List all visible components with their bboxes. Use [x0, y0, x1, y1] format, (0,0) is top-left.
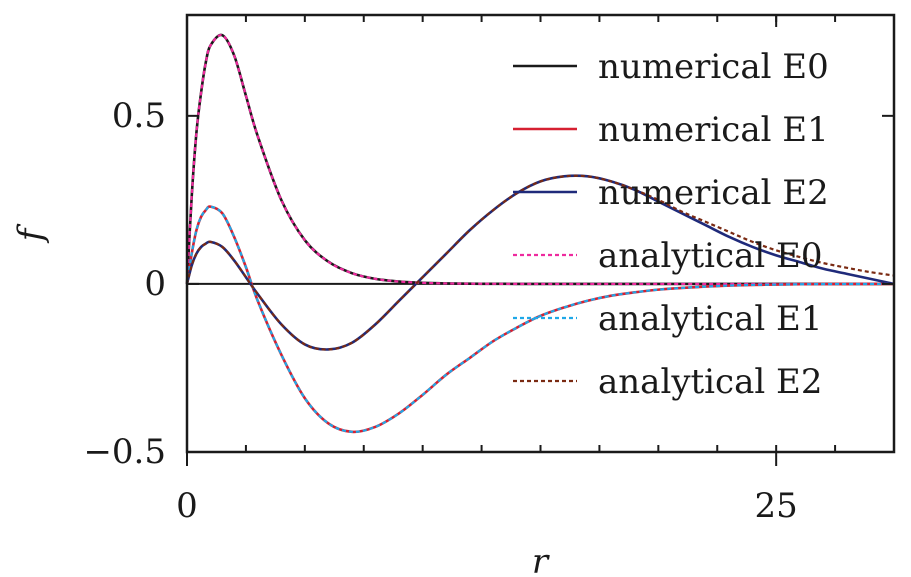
legend-label-numerical-e2: numerical E2 — [598, 173, 829, 213]
ticks-layer: 0 25−0.500.5 — [83, 15, 894, 526]
legend-label-analytical-e0: analytical E0 — [598, 236, 823, 276]
series-line-analytical-e2 — [185, 174, 895, 351]
y-tick-label: −0.5 — [83, 432, 166, 472]
y-tick-label: 0.5 — [112, 96, 166, 136]
y-axis-label: f — [11, 223, 51, 244]
x-tick-label: 0 — [176, 486, 198, 526]
legend-label-numerical-e1: numerical E1 — [598, 110, 829, 150]
x-tick-label: 25 — [755, 486, 798, 526]
series-line-analytical-e1 — [185, 205, 895, 434]
legend-label-numerical-e0: numerical E0 — [598, 47, 829, 87]
legend-label-analytical-e2: analytical E2 — [598, 362, 823, 402]
legend-label-analytical-e1: analytical E1 — [598, 299, 823, 339]
y-tick-label: 0 — [144, 264, 166, 304]
x-axis-label: r — [532, 542, 550, 577]
series-layer — [185, 33, 895, 434]
legend: numerical E0 numerical E1 numerical E2 anal… — [513, 47, 829, 402]
